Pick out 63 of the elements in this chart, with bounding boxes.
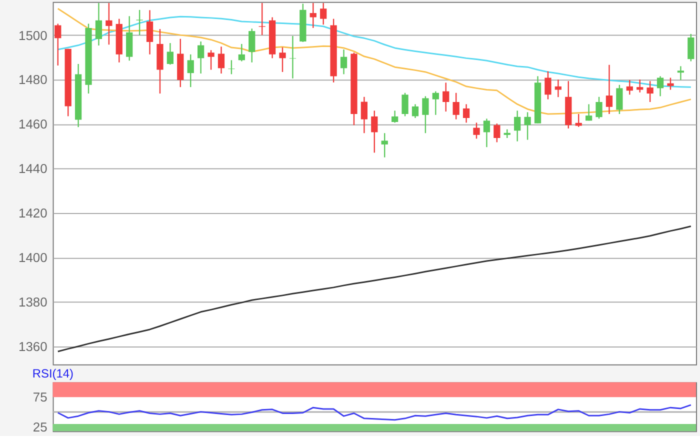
- candlestick: [494, 122, 500, 143]
- y-tick-label: 1440: [18, 161, 48, 176]
- candlestick: [54, 23, 62, 66]
- candlestick: [166, 42, 174, 66]
- line-series: [57, 226, 692, 352]
- candlestick: [636, 78, 644, 94]
- candlestick: [575, 113, 582, 128]
- candlestick: [360, 96, 368, 134]
- candlestick: [146, 10, 154, 56]
- candlestick: [483, 118, 490, 148]
- y-tick-label: 1400: [18, 250, 48, 266]
- y-tick-label: 1420: [18, 206, 48, 221]
- candlestick: [646, 80, 654, 103]
- candlestick: [606, 64, 613, 115]
- candlestick: [422, 96, 429, 134]
- candlestick: [585, 104, 592, 122]
- candlestick: [392, 110, 398, 124]
- candlestick: [258, 2, 266, 36]
- candlestick: [677, 66, 684, 81]
- candlestick: [616, 84, 623, 115]
- candlestick: [320, 2, 327, 26]
- candlestick: [218, 46, 225, 74]
- candlestick: [208, 50, 214, 70]
- candlestick: [626, 79, 633, 96]
- candlestick: [371, 110, 378, 154]
- candlestick: [402, 92, 408, 117]
- candlestick: [462, 104, 470, 124]
- y-tick-label: 1500: [18, 28, 48, 43]
- line-series: [57, 404, 692, 421]
- candlestick: [228, 60, 235, 75]
- candlestick: [554, 78, 562, 98]
- candlestick: [238, 43, 245, 62]
- candlestick: [198, 40, 204, 74]
- candlestick: [656, 76, 664, 97]
- candlestick: [340, 48, 348, 75]
- candlestick: [187, 54, 194, 88]
- candlestick: [381, 132, 388, 158]
- candlestick: [473, 122, 480, 140]
- candlestick: [432, 90, 439, 116]
- candlestick: [310, 2, 316, 29]
- candlestick: [442, 82, 450, 112]
- candlestick: [452, 92, 460, 120]
- candlestick: [95, 2, 102, 46]
- y-tick-label: 1460: [18, 116, 48, 132]
- candlestick: [514, 110, 521, 142]
- candlestick: [524, 112, 531, 140]
- y-tick-label: 1360: [18, 339, 48, 354]
- chart-title: RSI(14): [32, 366, 74, 380]
- candlestick: [136, 9, 143, 36]
- y-tick-label: 1380: [18, 294, 48, 310]
- candlestick: [412, 104, 419, 119]
- y-tick-label: 1480: [18, 72, 48, 88]
- y-tick-label: 75: [32, 390, 48, 405]
- candlestick: [544, 70, 552, 100]
- candlestick: [279, 46, 286, 73]
- candlestick: [248, 28, 256, 64]
- candlestick: [667, 77, 674, 90]
- y-tick-label: 25: [32, 419, 48, 434]
- candlestick: [688, 33, 694, 62]
- candlestick: [596, 96, 602, 120]
- candlestick: [106, 2, 112, 46]
- candlestick: [289, 35, 296, 80]
- line-series: [57, 16, 692, 88]
